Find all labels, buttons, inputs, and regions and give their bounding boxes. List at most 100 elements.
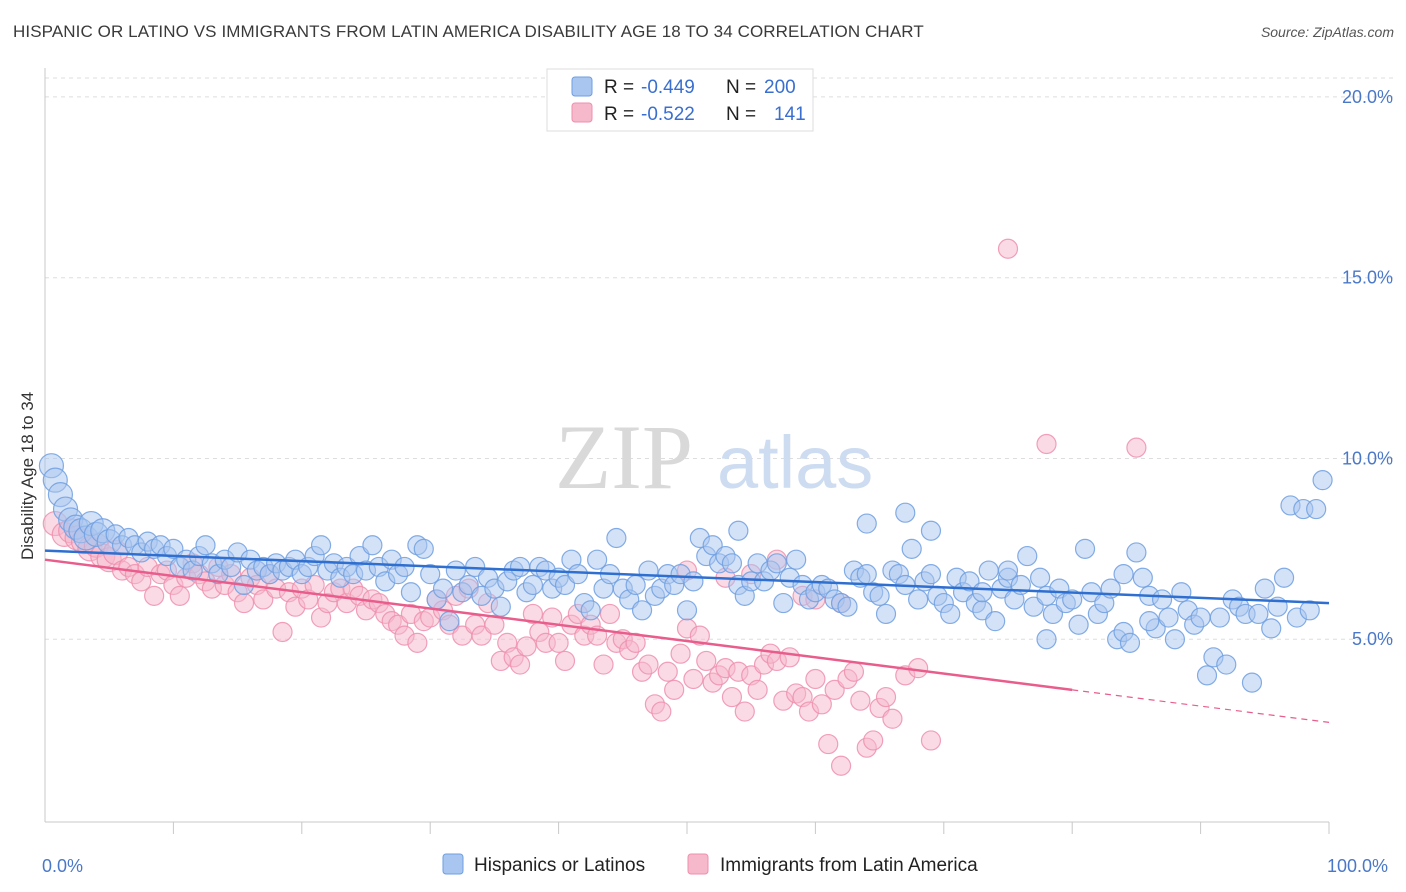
immigrants-point [484, 614, 505, 635]
immigrants-point [471, 625, 492, 646]
hispanics-point [875, 603, 897, 625]
hispanics-point [683, 571, 704, 592]
immigrants-point [657, 661, 678, 682]
legend-n-value-pink: 141 [774, 104, 806, 125]
immigrants-point [407, 632, 428, 653]
immigrants-point [689, 625, 710, 646]
legend-r-value-blue: -0.449 [641, 77, 695, 98]
hispanics-point [1254, 578, 1275, 599]
immigrants-point [651, 701, 672, 722]
hispanics-point [1068, 614, 1089, 635]
x-tick-label-min: 0.0% [42, 856, 83, 876]
immigrants-point [593, 654, 614, 675]
axes [44, 68, 1330, 834]
hispanics-point [1312, 470, 1333, 491]
hispanics-point [985, 611, 1006, 632]
hispanics-point [1029, 567, 1051, 588]
hispanics-point [1196, 665, 1218, 686]
immigrants-point [805, 668, 826, 690]
series-legend-label-pink: Immigrants from Latin America [720, 855, 978, 876]
chart-source: Source: ZipAtlas.com [1260, 24, 1394, 40]
hispanics-point [458, 574, 479, 596]
legend-r-label-blue: R = [604, 77, 634, 98]
y-tick-label: 15.0% [1342, 268, 1393, 288]
watermark: ZIP atlas [555, 406, 873, 508]
immigrants-point [811, 694, 832, 715]
immigrants-point [843, 661, 865, 682]
hispanics-point [856, 564, 877, 585]
hispanics-point [997, 560, 1019, 581]
hispanics-point [509, 556, 531, 578]
hispanics-point [1261, 618, 1282, 639]
hispanics-point [1126, 542, 1147, 563]
hispanics-point [920, 564, 942, 585]
hispanics-point [606, 527, 627, 549]
immigrants-point [272, 621, 293, 643]
hispanics-point [1306, 498, 1327, 520]
hispanics-point [978, 560, 999, 581]
hispanics-point [432, 578, 454, 599]
immigrants-point [516, 636, 537, 657]
hispanics-point [1036, 629, 1057, 650]
hispanics-point [856, 513, 877, 534]
hispanics-point [908, 589, 929, 610]
immigrants-point [734, 701, 755, 722]
hispanics-point [1119, 632, 1141, 653]
immigrants-point [253, 589, 274, 610]
hispanics-point [1248, 603, 1269, 625]
hispanics-point [972, 582, 993, 603]
trend-line-hispanics [44, 549, 1330, 605]
hispanics-point [1074, 538, 1096, 559]
hispanics-point [490, 596, 511, 617]
hispanics-point [567, 564, 588, 585]
hispanics-point [1273, 567, 1295, 588]
hispanics-point [420, 564, 441, 585]
chart-title: HISPANIC OR LATINO VS IMMIGRANTS FROM LA… [13, 22, 924, 41]
hispanics-point [362, 535, 383, 556]
trend-line-immigrants-extension [1072, 689, 1330, 723]
hispanics-point [394, 556, 415, 578]
watermark-atlas: atlas [717, 421, 873, 504]
series-legend-label-blue: Hispanics or Latinos [474, 855, 645, 876]
correlation-legend: R = -0.449 N = 200 R = -0.522 N = 141 [546, 68, 814, 132]
hispanics-point [676, 600, 698, 621]
hispanics-point [631, 600, 653, 621]
immigrants-point [908, 658, 929, 679]
immigrants-point [920, 730, 942, 751]
hispanics-point [1139, 611, 1160, 632]
immigrants-point [554, 650, 576, 672]
hispanics-point [959, 571, 980, 592]
hispanics-point [1171, 582, 1192, 603]
immigrants-point [599, 603, 621, 625]
immigrants-point [721, 686, 743, 708]
hispanics-point [1023, 596, 1044, 617]
hispanics-point [702, 535, 723, 556]
hispanics-point [413, 538, 434, 559]
hispanics-point [773, 592, 794, 614]
legend-n-label-pink: N = [726, 104, 756, 125]
hispanics-point [310, 535, 332, 556]
immigrants-point [850, 690, 871, 711]
y-tick-label: 5.0% [1352, 629, 1393, 649]
series-legend: Hispanics or Latinos Immigrants from Lat… [442, 853, 978, 876]
trend-lines [44, 549, 1330, 723]
hispanics-point [1062, 589, 1083, 610]
legend-r-value-pink: -0.522 [641, 104, 695, 125]
immigrants-point [233, 592, 255, 614]
legend-r-label-pink: R = [604, 104, 634, 125]
immigrants-point [997, 238, 1019, 259]
immigrants-point [1126, 437, 1147, 458]
immigrants-point [169, 585, 190, 606]
immigrants-point [779, 647, 800, 668]
hispanics-point [901, 538, 922, 559]
y-tick-label: 20.0% [1342, 87, 1393, 107]
hispanics-point [445, 560, 466, 581]
watermark-zip: ZIP [555, 406, 693, 508]
x-tick-label-max: 100.0% [1327, 856, 1388, 876]
hispanics-point [1241, 672, 1263, 693]
hispanics-point [728, 520, 749, 541]
hispanics-point [400, 582, 422, 603]
legend-n-value-blue: 200 [764, 77, 796, 98]
immigrants-point [683, 668, 704, 690]
immigrants-point [818, 733, 839, 755]
